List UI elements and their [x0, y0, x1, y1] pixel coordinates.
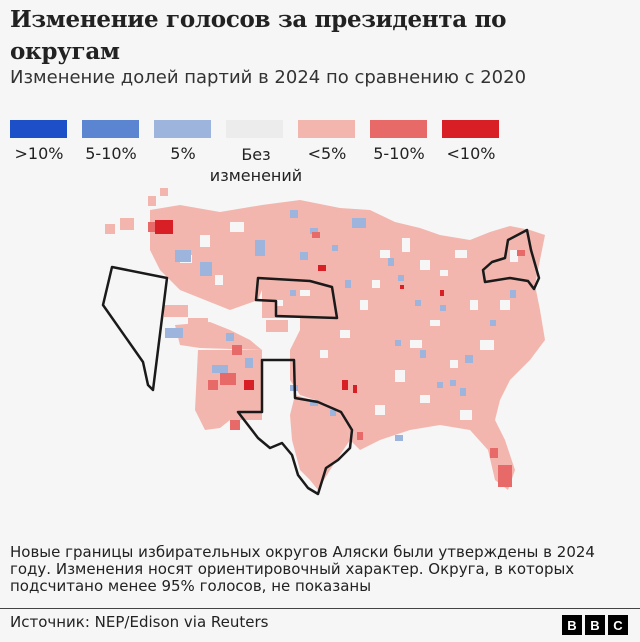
- footer-divider: [0, 608, 640, 609]
- legend-label: 5-10%: [85, 144, 137, 163]
- map-dem-light: [165, 210, 516, 441]
- us-county-map: [101, 188, 545, 496]
- footnote: Новые границы избирательных округов Аляс…: [10, 543, 595, 595]
- legend-item-dem-5-10: 5-10%: [82, 120, 140, 164]
- legend-label: <10%: [446, 144, 496, 163]
- legend-label: Без изменений: [209, 145, 303, 185]
- bbc-logo-block: B: [585, 615, 605, 635]
- legend-item-rep-5: <5%: [298, 120, 356, 164]
- legend-label: 5-10%: [373, 144, 425, 163]
- texas-outline: [236, 358, 354, 496]
- legend-item-dem-5: 5%: [154, 120, 212, 164]
- legend-item-rep-5-10: 5-10%: [370, 120, 428, 164]
- map-rep-medium: [148, 222, 525, 487]
- legend-item-no-change: Без изменений: [210, 120, 302, 186]
- nebraska-outline: [254, 276, 339, 320]
- bbc-logo-block: C: [608, 615, 628, 635]
- legend-label: >10%: [14, 144, 64, 163]
- legend-swatch: [10, 120, 67, 138]
- legend-swatch: [370, 120, 427, 138]
- legend: >10% 5-10% 5% Без изменений <5% 5-10% <1…: [10, 120, 510, 185]
- state-outlines: [101, 228, 541, 496]
- legend-item-dem-10plus: >10%: [10, 120, 68, 164]
- legend-swatch: [442, 120, 499, 138]
- legend-swatch: [226, 120, 283, 138]
- chart-title: Изменение голосов за президента по округ…: [10, 6, 507, 65]
- legend-swatch: [82, 120, 139, 138]
- bbc-logo: B B C: [562, 615, 628, 635]
- legend-label: <5%: [307, 144, 347, 163]
- nevada-outline: [101, 265, 169, 392]
- legend-label: 5%: [170, 144, 196, 163]
- legend-swatch: [154, 120, 211, 138]
- map-rep-strong: [155, 220, 444, 393]
- legend-swatch: [298, 120, 355, 138]
- source-text: Источник: NEP/Edison via Reuters: [10, 613, 269, 631]
- new-york-outline: [481, 228, 541, 291]
- legend-item-rep-10plus: <10%: [442, 120, 500, 164]
- bbc-logo-block: B: [562, 615, 582, 635]
- chart-subtitle: Изменение долей партий в 2024 по сравнен…: [10, 67, 527, 88]
